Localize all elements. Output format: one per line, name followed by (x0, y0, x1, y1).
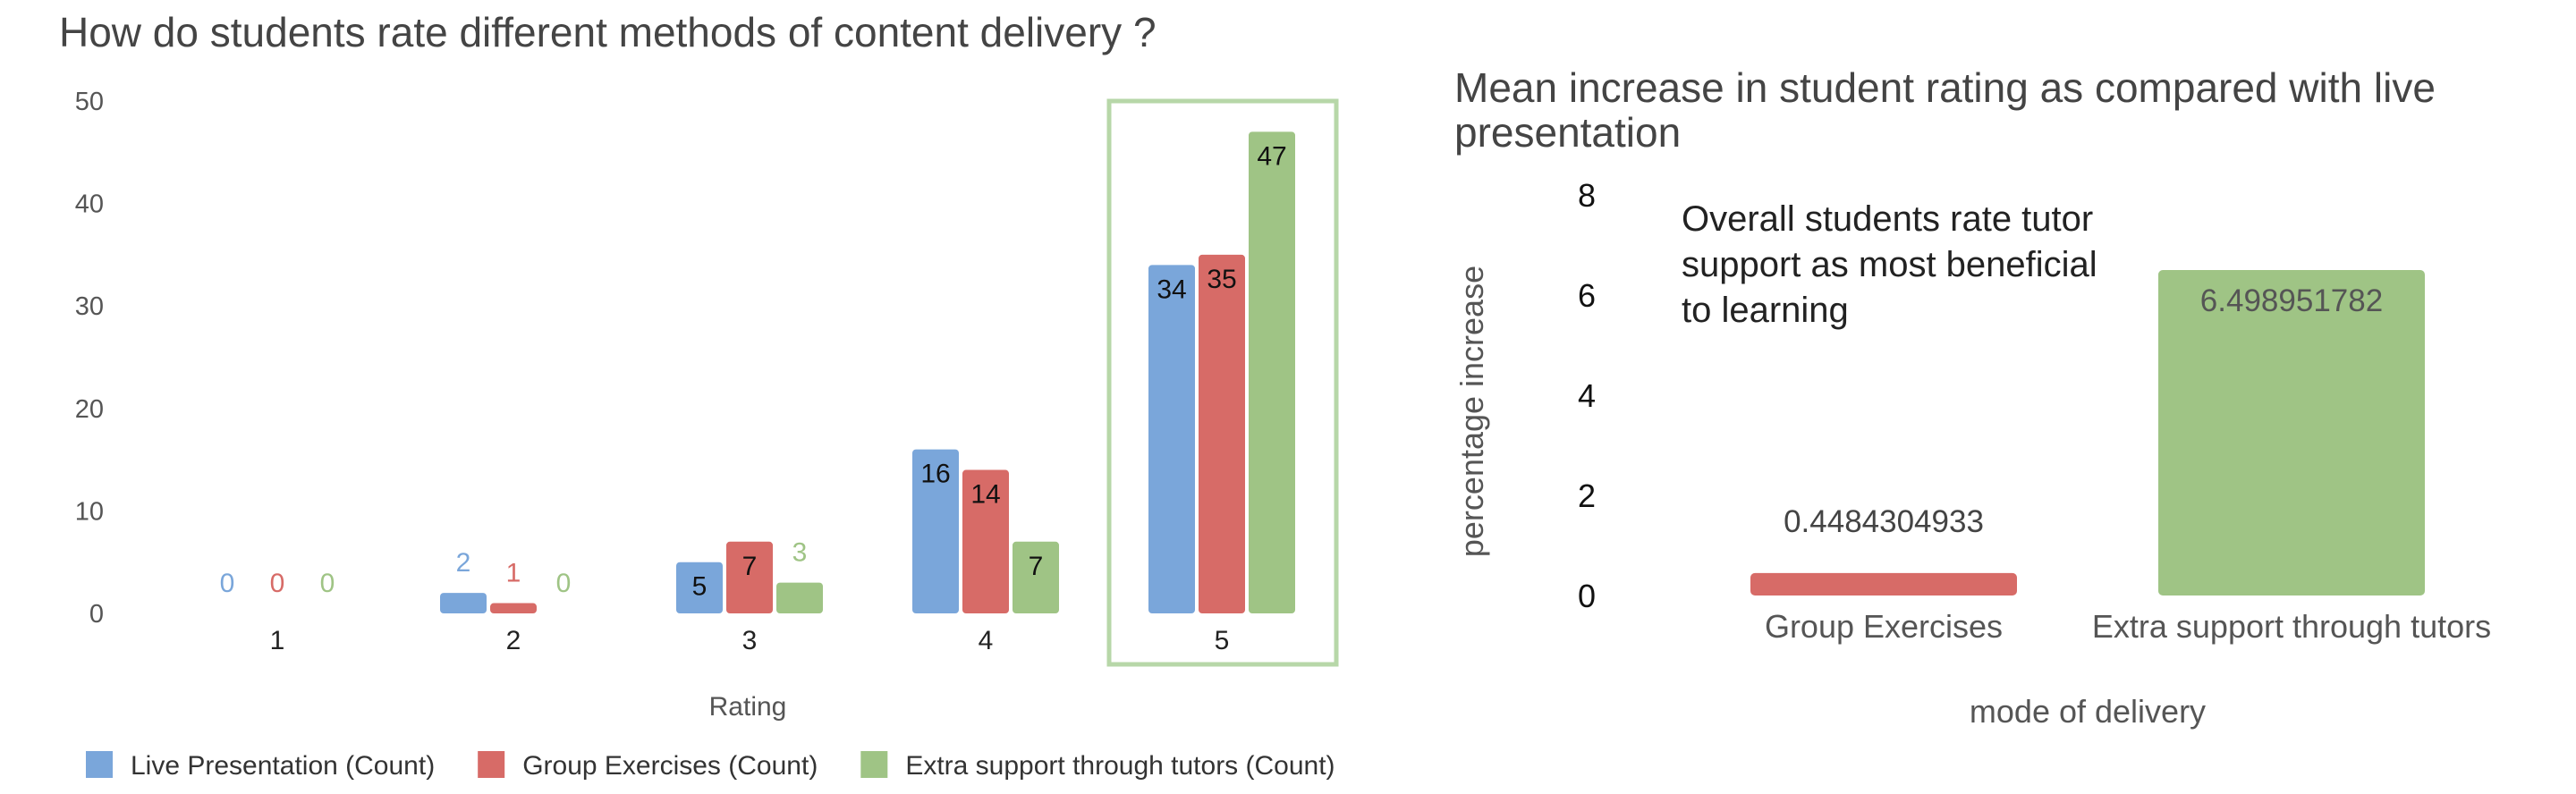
y-tick-label: 0 (89, 600, 104, 629)
bar-live-presentation-count-rating-4 (912, 449, 959, 613)
data-label-live-presentation-count-rating-1: 0 (220, 569, 235, 598)
data-label-group-exercises: 0.4484304933 (1784, 504, 1984, 539)
right-bars (1750, 270, 2425, 596)
y-tick-label: 6 (1578, 277, 1596, 314)
legend-label: Live Presentation (Count) (131, 751, 435, 781)
bar-group-exercises (1750, 572, 2017, 596)
x-tick-label: 3 (742, 626, 758, 655)
annotation-line-3: to learning (1682, 291, 1849, 330)
data-label-live-presentation-count-rating-3: 5 (692, 572, 708, 602)
x-tick-label: 5 (1215, 626, 1230, 655)
right-y-axis: 0 2 4 6 8 (1578, 177, 1596, 614)
left-y-axis: 0 10 20 30 40 50 (75, 88, 104, 629)
bar-live-presentation-count-rating-5 (1148, 265, 1195, 613)
bar-group-exercises-count-rating-2 (490, 603, 537, 613)
legend-label: Group Exercises (Count) (522, 751, 818, 781)
bar-live-presentation-count-rating-3 (676, 562, 723, 613)
data-label-group-exercises-count-rating-2: 1 (506, 559, 521, 588)
left-chart: How do students rate different methods o… (59, 9, 1339, 781)
legend-swatch (860, 751, 888, 778)
right-x-axis-label: mode of delivery (1970, 693, 2206, 730)
data-label-group-exercises-count-rating-1: 0 (270, 569, 285, 598)
right-chart: Mean increase in student rating as compa… (1453, 64, 2491, 730)
data-label-group-exercises-count-rating-4: 14 (970, 480, 1000, 510)
right-chart-title: Mean increase in student rating as compa… (1454, 64, 2447, 156)
bar-extra-support-through-tutors-count-rating-5 (1249, 131, 1295, 613)
data-label-extra-support-through-tutors-count-rating-4: 7 (1029, 552, 1044, 581)
left-x-axis: 1 2 3 4 5 (270, 626, 1230, 655)
x-tick-label: Extra support through tutors (2092, 608, 2491, 645)
y-tick-label: 0 (1578, 578, 1596, 614)
legend-swatch (478, 751, 505, 778)
data-label-extra-support-through-tutors-count-rating-1: 0 (320, 569, 335, 598)
bar-group-exercises-count-rating-3 (726, 541, 773, 613)
annotation-line-2: support as most beneficial (1682, 245, 2097, 284)
data-label-live-presentation-count-rating-5: 34 (1157, 275, 1186, 304)
y-tick-label: 30 (75, 292, 104, 321)
y-tick-label: 8 (1578, 177, 1596, 214)
x-tick-label: 1 (270, 626, 285, 655)
y-tick-label: 2 (1578, 477, 1596, 514)
legend-label: Extra support through tutors (Count) (905, 751, 1335, 781)
y-tick-label: 10 (75, 497, 104, 526)
y-tick-label: 4 (1578, 377, 1596, 414)
right-data-labels: 0.4484304933 6.498951782 (1784, 283, 2383, 539)
x-tick-label: 4 (979, 626, 994, 655)
y-tick-label: 20 (75, 395, 104, 424)
x-tick-label: 2 (506, 626, 521, 655)
data-label-extra-support-through-tutors: 6.498951782 (2200, 283, 2383, 318)
left-x-axis-label: Rating (709, 692, 787, 722)
left-legend: Live Presentation (Count) Group Exercises… (86, 751, 1335, 781)
y-tick-label: 40 (75, 190, 104, 219)
bar-extra-support-through-tutors (2158, 270, 2425, 596)
bar-group-exercises-count-rating-5 (1199, 254, 1245, 613)
data-label-group-exercises-count-rating-3: 7 (742, 552, 758, 581)
annotation-line-1: Overall students rate tutor (1682, 199, 2093, 239)
bar-group-exercises-count-rating-4 (962, 469, 1009, 613)
data-label-group-exercises-count-rating-5: 35 (1207, 265, 1236, 294)
chart-annotation: Overall students rate tutor support as m… (1682, 199, 2107, 330)
bar-extra-support-through-tutors-count-rating-4 (1013, 541, 1059, 613)
bar-live-presentation-count-rating-2 (440, 593, 487, 613)
right-y-axis-label: percentage increase (1453, 266, 1490, 557)
data-label-live-presentation-count-rating-2: 2 (456, 548, 471, 578)
data-label-extra-support-through-tutors-count-rating-2: 0 (556, 569, 572, 598)
right-chart-title-line-2: presentation (1454, 109, 1681, 156)
left-data-labels: 0 0 0 2 1 0 5 7 3 16 14 7 34 35 47 (220, 141, 1287, 601)
left-chart-title: How do students rate different methods o… (59, 9, 1157, 55)
data-label-extra-support-through-tutors-count-rating-5: 47 (1257, 141, 1286, 171)
y-tick-label: 50 (75, 88, 104, 116)
bar-extra-support-through-tutors-count-rating-3 (776, 582, 823, 613)
right-x-axis: Group Exercises Extra support through tut… (1765, 608, 2491, 645)
highlight-box-rating-5 (1106, 98, 1339, 667)
legend-swatch (86, 751, 113, 778)
left-bars (440, 131, 1295, 613)
data-label-extra-support-through-tutors-count-rating-3: 3 (792, 538, 808, 568)
x-tick-label: Group Exercises (1765, 608, 2003, 645)
right-chart-title-line-1: Mean increase in student rating as compa… (1454, 64, 2436, 111)
data-label-live-presentation-count-rating-4: 16 (920, 460, 950, 489)
